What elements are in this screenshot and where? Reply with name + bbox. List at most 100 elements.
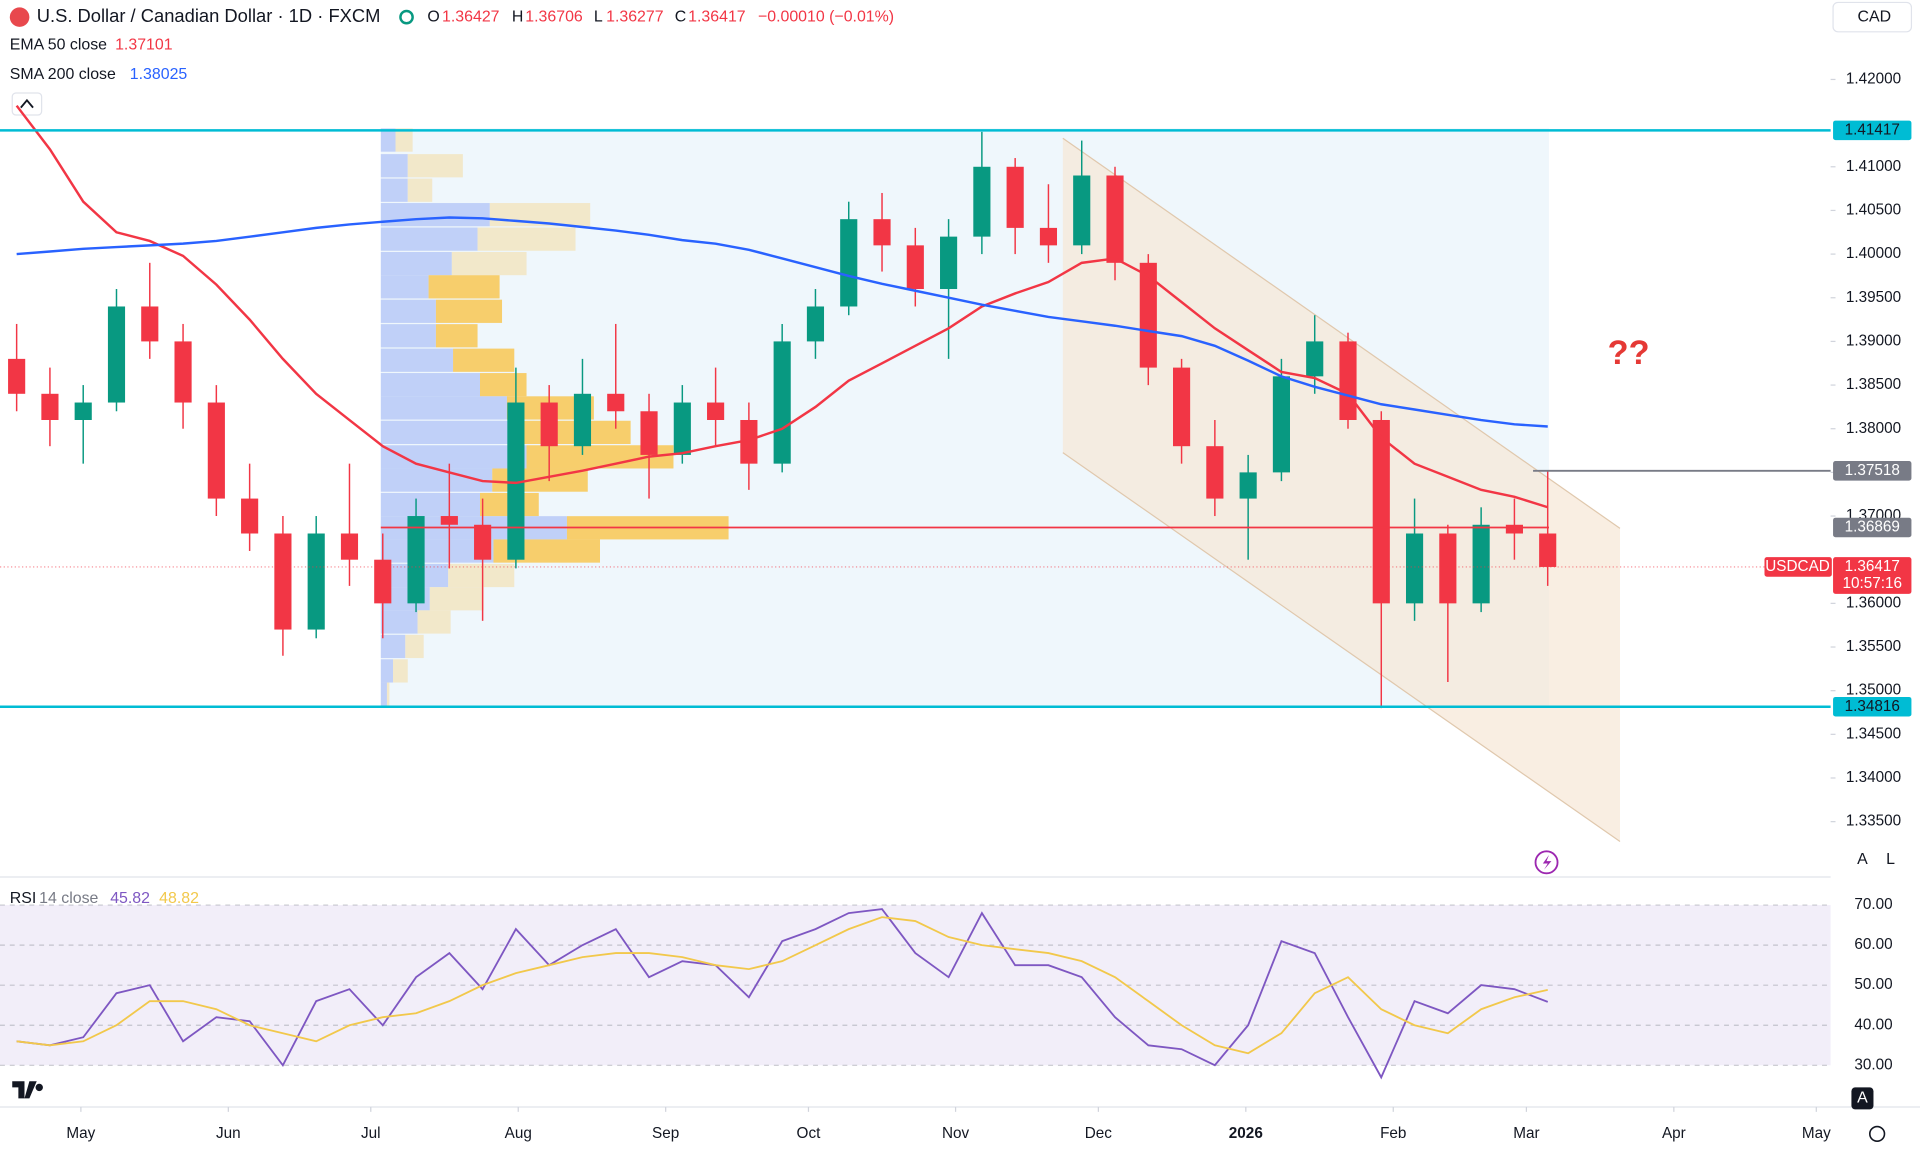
rsi-scale-button[interactable]: A [1857,1090,1868,1107]
indicator-line [16,216,1548,428]
ohlc-value: 1.36277 [606,8,664,25]
x-tick-label: Oct [797,1125,822,1142]
candle-body [1206,446,1224,499]
candle-body [806,306,825,342]
profile-bar [380,348,454,372]
candle-body [840,219,858,307]
scale-button[interactable]: A [1857,851,1868,868]
legend-name: EMA 50 close [10,36,107,53]
candle-body [1006,166,1024,228]
y-tick-label: 1.35000 [1846,682,1901,699]
profile-bar [526,445,674,469]
candle-body [141,306,159,342]
candle-body [1173,367,1191,447]
indicator-line [15,104,1549,509]
profile-bar [428,275,500,299]
candle-body [207,402,225,499]
countdown: 10:57:16 [1842,575,1902,592]
y-tick-label: 1.41000 [1846,158,1901,175]
candle-body [1306,341,1324,377]
currency[interactable]: CAD [1858,8,1892,25]
candle-body [307,533,325,630]
candle-body [1439,533,1457,604]
channel-edge [1062,137,1621,529]
level-label-bg [1833,461,1912,481]
symbol-icon [9,7,30,27]
candle-body [274,533,292,630]
y-tick-label: 50.00 [1854,976,1892,993]
rsi-title: RSI [10,890,37,907]
profile-bar [380,251,452,276]
y-tick-label: 30.00 [1854,1056,1892,1073]
y-tick-label: 1.42000 [1846,70,1901,87]
candle-body [540,402,558,447]
candle-body [906,245,924,290]
x-tick-label: Feb [1380,1125,1406,1142]
y-tick-label: 60.00 [1854,936,1892,953]
profile-bar [380,396,507,420]
candle-body [773,341,791,464]
legend-name: SMA 200 close [10,66,116,83]
profile-bar [407,154,463,178]
profile-bar [380,178,408,202]
status-dot [399,9,414,25]
level-label: 1.41417 [1845,121,1900,138]
profile-bar [380,324,436,348]
collapse-button[interactable] [11,92,43,116]
candle-body [1073,175,1091,246]
x-tick-label: Aug [505,1125,532,1142]
candle-body [474,524,492,560]
settings-icon[interactable] [1869,1125,1886,1143]
scale-button[interactable]: L [1886,851,1895,868]
profile-bar [380,420,510,445]
legend-value: 1.38025 [130,66,188,83]
ohlc-value: 1.36706 [525,8,583,25]
profile-bar [407,178,433,202]
profile-bar [380,203,490,227]
candle-body [1139,262,1157,368]
y-tick-label: 1.36000 [1846,594,1901,611]
candle-body [340,533,359,560]
level-label-bg [1833,120,1912,141]
candle-body [1405,533,1424,604]
rsi-scale-bg[interactable] [1851,1087,1874,1110]
candle-body [1239,472,1257,499]
candle-body [1106,175,1124,263]
candle-body [74,402,92,420]
header-bg [0,0,956,35]
profile-bar [380,373,480,397]
profile-bar [380,610,418,634]
profile-bar [380,275,429,299]
ohlc-label: H [512,8,523,25]
profile-bar [380,492,480,517]
candle-body [440,516,458,525]
y-tick-label: 1.39500 [1846,289,1901,306]
profile-bar [380,128,396,152]
x-tick-label: Nov [942,1125,970,1142]
candle-body [407,516,425,604]
last-price-symbol-bg [1764,557,1832,577]
candle-body [1539,533,1557,567]
x-tick-label: Jul [361,1125,381,1142]
candle-body [707,402,725,420]
currency-button[interactable] [1832,1,1913,33]
profile-bar [380,154,408,178]
candle-body [1272,376,1290,473]
profile-bar [380,445,527,469]
y-tick-label: 1.33500 [1846,813,1901,830]
profile-bar [380,659,394,683]
candle-body [673,402,691,455]
y-tick-label: 1.40000 [1846,245,1901,262]
x-tick-label: Sep [652,1125,679,1142]
change: −0.00010 (−0.01%) [758,8,894,25]
y-tick-label: 1.34000 [1846,769,1901,786]
y-tick-label: 1.39000 [1846,332,1901,349]
ohlc-value: 1.36417 [688,8,746,25]
rsi-line [16,916,1548,1055]
collapse-icon [20,98,34,109]
candle-body [1472,524,1490,604]
x-tick-label: 2026 [1229,1125,1263,1142]
y-tick-label: 1.34500 [1846,725,1901,742]
